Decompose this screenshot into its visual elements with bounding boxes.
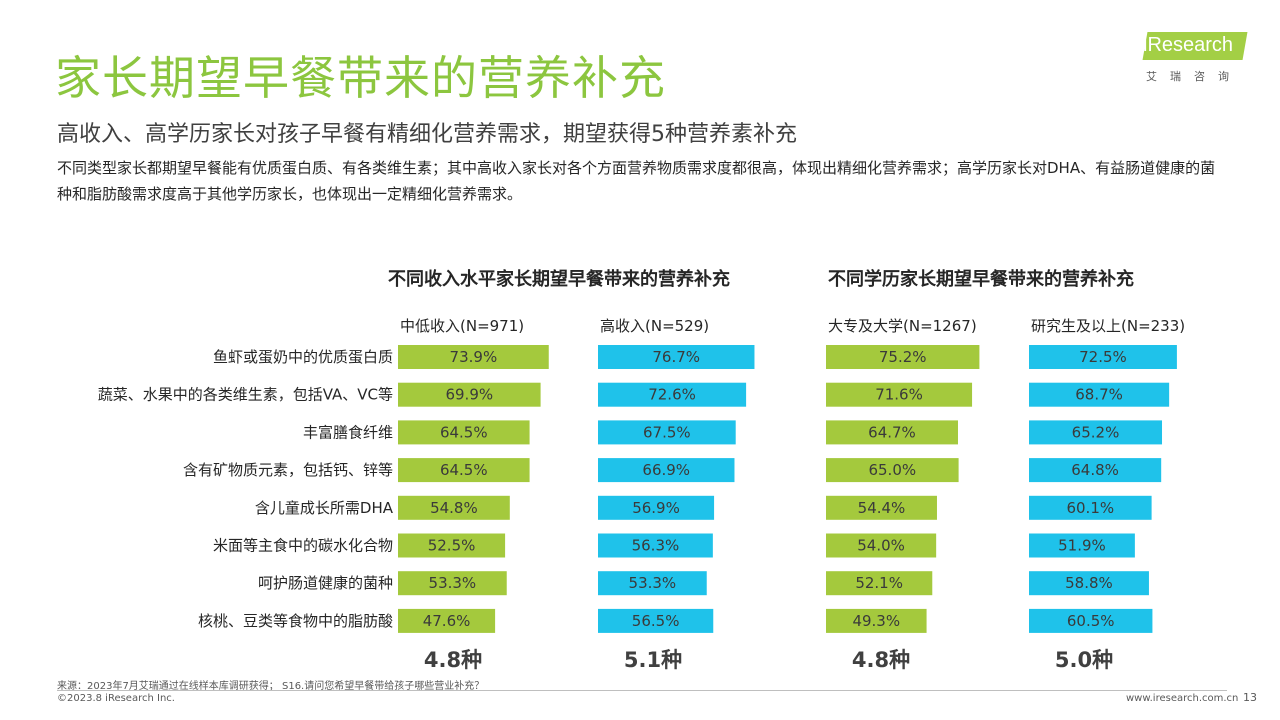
bar bbox=[598, 382, 747, 407]
bar-value-label: 72.5% bbox=[1079, 348, 1127, 366]
bar bbox=[1029, 608, 1153, 633]
category-label: 丰富膳食纤维 bbox=[303, 423, 393, 441]
bar bbox=[1029, 345, 1177, 369]
series-legend: 高收入(N=529) bbox=[600, 317, 709, 335]
chart-title-income: 不同收入水平家长期望早餐带来的营养补充 bbox=[388, 269, 730, 290]
bar-value-label: 49.3% bbox=[852, 612, 900, 630]
bar-value-label: 60.1% bbox=[1066, 499, 1114, 517]
footer-divider bbox=[57, 690, 1227, 691]
bar-value-label: 47.6% bbox=[423, 612, 471, 630]
bar bbox=[826, 345, 980, 369]
bar bbox=[598, 533, 713, 558]
bar-value-label: 53.3% bbox=[629, 574, 677, 592]
category-label: 含有矿物质元素，包括钙、锌等 bbox=[183, 461, 393, 479]
bar bbox=[398, 495, 510, 520]
bar bbox=[598, 458, 735, 483]
copyright: ©2023.8 iResearch Inc. bbox=[57, 693, 175, 704]
bar-value-label: 68.7% bbox=[1075, 386, 1123, 404]
bar bbox=[598, 345, 755, 369]
series-total: 4.8种 bbox=[424, 648, 482, 672]
bar-value-label: 76.7% bbox=[652, 348, 700, 366]
bar-value-label: 69.9% bbox=[445, 386, 493, 404]
bar bbox=[1029, 420, 1163, 445]
bar bbox=[598, 420, 736, 445]
bar bbox=[1029, 458, 1162, 483]
bar bbox=[398, 345, 549, 369]
bar-value-label: 53.3% bbox=[429, 574, 477, 592]
bar bbox=[826, 495, 937, 520]
category-label: 呵护肠道健康的菌种 bbox=[258, 574, 393, 592]
bar-value-label: 75.2% bbox=[879, 348, 927, 366]
bar bbox=[398, 382, 541, 407]
page-description: 不同类型家长都期望早餐能有优质蛋白质、有各类维生素；其中高收入家长对各个方面营养… bbox=[57, 159, 1216, 203]
bar-value-label: 67.5% bbox=[643, 423, 691, 441]
bar bbox=[826, 533, 937, 558]
bar-value-label: 64.7% bbox=[868, 423, 916, 441]
series-legend: 研究生及以上(N=233) bbox=[1031, 317, 1185, 335]
category-label: 米面等主食中的碳水化合物 bbox=[213, 537, 393, 555]
logo-name: iResearch bbox=[1143, 34, 1234, 56]
bar-value-label: 54.8% bbox=[430, 499, 478, 517]
chart-title-education: 不同学历家长期望早餐带来的营养补充 bbox=[828, 269, 1134, 290]
bar bbox=[398, 608, 496, 633]
page-title: 家长期望早餐带来的营养补充 bbox=[55, 51, 666, 105]
bar bbox=[598, 608, 714, 633]
bar bbox=[598, 495, 715, 520]
bar bbox=[826, 420, 958, 445]
series-legend: 中低收入(N=971) bbox=[400, 317, 524, 335]
bar bbox=[1029, 571, 1149, 596]
bar-value-label: 72.6% bbox=[648, 386, 696, 404]
bar bbox=[398, 458, 530, 483]
bar-value-label: 56.9% bbox=[632, 499, 680, 517]
iresearch-logo: iResearch 艾瑞咨询 bbox=[1141, 32, 1251, 87]
bar bbox=[398, 571, 507, 596]
bar-value-label: 73.9% bbox=[450, 348, 498, 366]
series-total: 4.8种 bbox=[852, 648, 910, 672]
category-label: 鱼虾或蛋奶中的优质蛋白质 bbox=[213, 348, 393, 366]
series-total: 5.1种 bbox=[624, 648, 682, 672]
bar-value-label: 66.9% bbox=[642, 461, 690, 479]
bar bbox=[826, 571, 933, 596]
bar bbox=[398, 533, 506, 558]
bar bbox=[598, 571, 707, 596]
bar-value-label: 52.5% bbox=[428, 537, 476, 555]
bar-value-label: 54.0% bbox=[857, 537, 905, 555]
website-link: www.iresearch.com.cn bbox=[1126, 693, 1239, 704]
bar-value-label: 56.3% bbox=[632, 537, 680, 555]
bar bbox=[1029, 382, 1170, 407]
bar-value-label: 65.0% bbox=[868, 461, 916, 479]
bar-value-label: 54.4% bbox=[858, 499, 906, 517]
page-number: 13 bbox=[1243, 691, 1257, 704]
bar-value-label: 65.2% bbox=[1072, 423, 1120, 441]
bar-value-label: 64.5% bbox=[440, 423, 488, 441]
bar-value-label: 56.5% bbox=[632, 612, 680, 630]
bar-value-label: 60.5% bbox=[1067, 612, 1115, 630]
category-label: 核桃、豆类等食物中的脂肪酸 bbox=[198, 612, 393, 630]
bar bbox=[826, 608, 927, 633]
bar-value-label: 71.6% bbox=[875, 386, 923, 404]
bar bbox=[398, 420, 530, 445]
series-legend: 大专及大学(N=1267) bbox=[828, 317, 977, 335]
bar-value-label: 64.8% bbox=[1071, 461, 1119, 479]
bar-value-label: 64.5% bbox=[440, 461, 488, 479]
category-label: 含儿童成长所需DHA bbox=[255, 499, 394, 517]
bar bbox=[1029, 495, 1152, 520]
page-subtitle: 高收入、高学历家长对孩子早餐有精细化营养需求，期望获得5种营养素补充 bbox=[57, 122, 797, 147]
bar bbox=[1029, 533, 1135, 558]
series-total: 5.0种 bbox=[1055, 648, 1113, 672]
bar-value-label: 58.8% bbox=[1065, 574, 1113, 592]
logo-subtext: 艾瑞咨询 bbox=[1146, 70, 1242, 83]
bar bbox=[826, 382, 973, 407]
source-footnote: 来源：2023年7月艾瑞通过在线样本库调研获得； S16.请问您希望早餐带给孩子… bbox=[57, 681, 485, 692]
category-label: 蔬菜、水果中的各类维生素，包括VA、VC等 bbox=[98, 386, 393, 404]
bar bbox=[826, 458, 959, 483]
bar-value-label: 51.9% bbox=[1058, 537, 1106, 555]
bar-value-label: 52.1% bbox=[855, 574, 903, 592]
